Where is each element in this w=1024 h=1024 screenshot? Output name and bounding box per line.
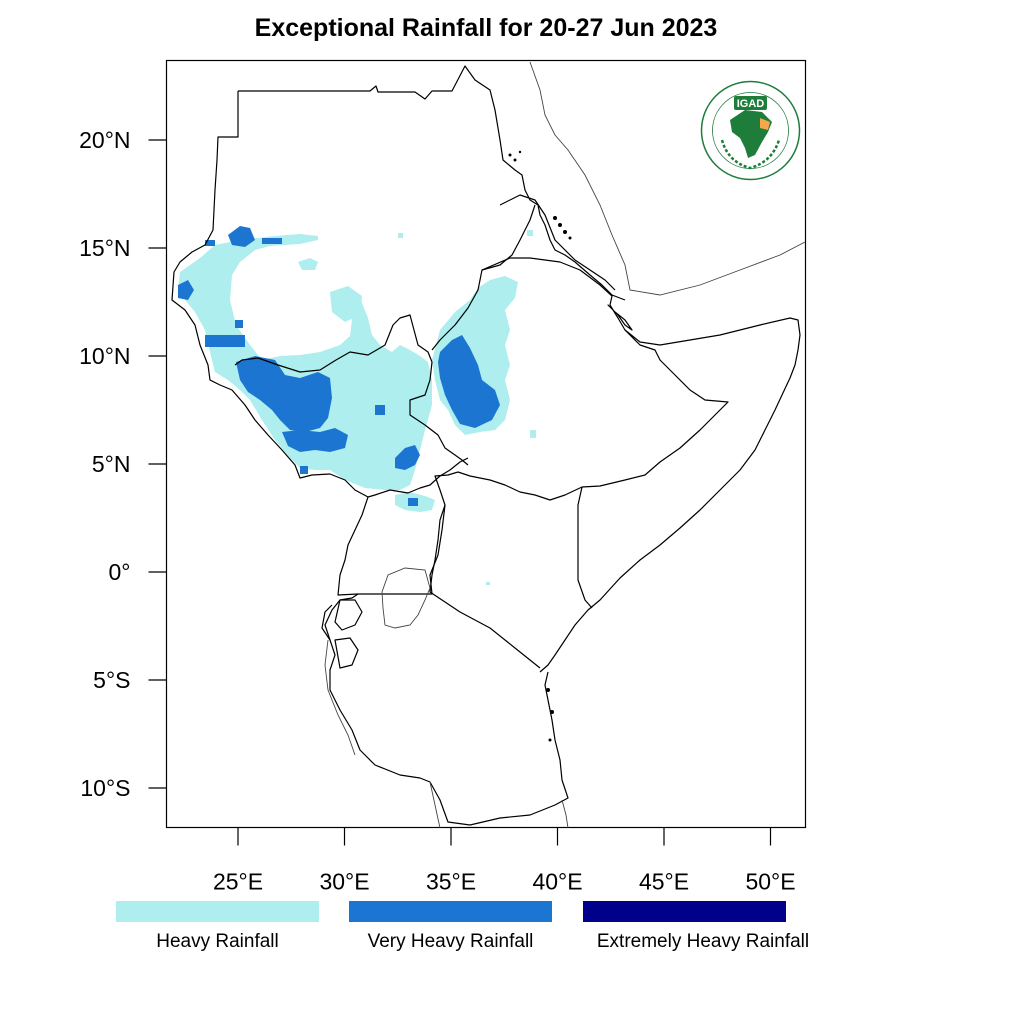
- latitude-axis: 20°N 15°N 10°N 5°N 0° 5°S 10°S: [79, 127, 167, 801]
- lat-tick-label: 10°S: [80, 775, 130, 801]
- border-drc-west: [321, 604, 333, 641]
- lat-tick-label: 10°N: [79, 343, 130, 369]
- dahlak-islands: [508, 150, 572, 742]
- logo-text: IGAD: [737, 98, 765, 110]
- legend-swatch-heavy: [116, 901, 319, 922]
- legend-label-heavy: Heavy Rainfall: [156, 931, 279, 952]
- lat-tick-label: 0°: [109, 559, 131, 585]
- legend-swatch-extremely-heavy: [583, 901, 786, 922]
- coast-east-africa: [561, 799, 569, 829]
- lon-tick-label: 45°E: [639, 869, 689, 895]
- heavy-dot-1: [398, 233, 403, 238]
- lake-malawi: [429, 781, 441, 829]
- very-heavy-dot-1: [262, 238, 282, 244]
- very-heavy-area-south-sudan: [395, 445, 420, 470]
- very-heavy-dot-3: [235, 320, 243, 328]
- border-sudan-south-sudan: [234, 314, 433, 373]
- border-uganda: [337, 496, 446, 596]
- country-borders: [171, 65, 801, 826]
- very-heavy-rainfall-areas: [178, 226, 500, 506]
- lon-tick-label: 50°E: [745, 869, 795, 895]
- longitude-axis: 25°E 30°E 35°E 40°E 45°E 50°E: [213, 827, 796, 895]
- very-heavy-dot-7: [408, 498, 418, 506]
- heavy-area-west-sudan: [178, 234, 432, 490]
- border-rwanda-burundi: [334, 599, 363, 669]
- very-heavy-dot-6: [205, 335, 245, 347]
- very-heavy-dot-4: [300, 466, 308, 474]
- map-title: Exceptional Rainfall for 20-27 Jun 2023: [254, 14, 718, 42]
- map-frame: [165, 59, 807, 829]
- very-heavy-area-ethiopia: [438, 335, 500, 428]
- red-sea-east-coast: [529, 61, 806, 296]
- lake-tanganyika: [324, 639, 356, 756]
- border-sudan-west: [238, 65, 626, 301]
- lake-victoria: [381, 567, 431, 629]
- border-somalia-kenya: [577, 486, 593, 609]
- lat-tick-label: 5°S: [93, 667, 130, 693]
- very-heavy-area-central-african: [236, 356, 332, 432]
- lakes-rivers: [324, 61, 806, 829]
- lat-tick-label: 5°N: [92, 451, 131, 477]
- border-eritrea: [499, 194, 616, 291]
- border-ethiopia: [457, 257, 729, 501]
- very-heavy-area-south-central: [282, 428, 348, 452]
- very-heavy-area-north: [228, 226, 255, 247]
- coast-somalia: [539, 317, 801, 673]
- legend-label-very-heavy: Very Heavy Rainfall: [367, 931, 534, 952]
- lon-tick-label: 30°E: [319, 869, 369, 895]
- very-heavy-dot-5: [375, 405, 385, 415]
- legend-swatch-very-heavy: [349, 901, 552, 922]
- heavy-dot-4: [486, 582, 490, 585]
- border-southsudan-ethiopia: [409, 361, 469, 466]
- border-kenya: [429, 471, 541, 669]
- lat-tick-label: 15°N: [79, 235, 130, 261]
- lon-tick-label: 40°E: [532, 869, 582, 895]
- very-heavy-area-west: [178, 280, 194, 300]
- heavy-dot-3: [530, 430, 536, 438]
- lon-tick-label: 35°E: [426, 869, 476, 895]
- border-sudan-chad: [171, 91, 469, 498]
- lat-tick-label: 20°N: [79, 127, 130, 153]
- heavy-area-chad-spots: [298, 258, 362, 322]
- rainfall-layer: [178, 226, 536, 585]
- very-heavy-dot-2: [205, 240, 215, 246]
- igad-logo: IGAD: [700, 80, 801, 181]
- lon-tick-label: 25°E: [213, 869, 263, 895]
- legend-label-extremely-heavy: Extremely Heavy Rainfall: [596, 931, 810, 952]
- heavy-dot-2: [527, 230, 533, 236]
- border-tanzania: [324, 593, 569, 826]
- border-djibouti: [607, 304, 633, 331]
